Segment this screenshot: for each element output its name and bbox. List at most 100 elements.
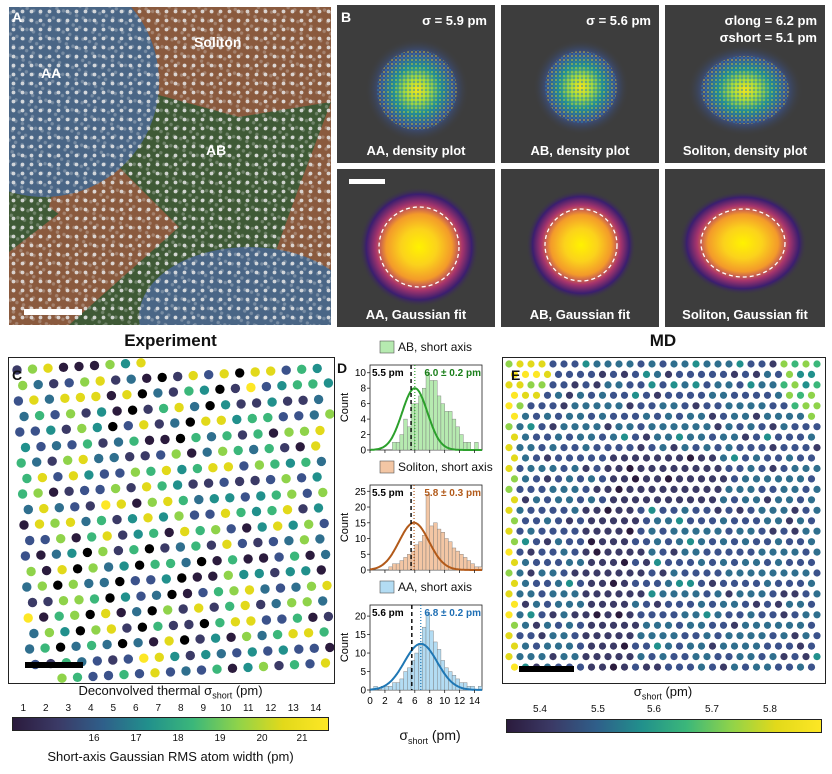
md-atom-dot	[505, 402, 513, 410]
md-atom-dot	[527, 653, 535, 661]
experiment-atom-dot	[129, 436, 139, 446]
experiment-atom-dot	[318, 487, 328, 498]
md-atom-dot	[598, 475, 607, 483]
md-atom-dot	[692, 485, 700, 493]
experiment-atom-dot	[256, 599, 266, 610]
md-atom-dot	[593, 611, 601, 619]
md-atom-dot	[774, 454, 783, 462]
experiment-atom-dot	[306, 581, 317, 591]
md-atom-dot	[747, 590, 755, 598]
md-atom-dot	[576, 642, 585, 650]
experiment-atom-dot	[277, 614, 287, 624]
md-atom-dot	[582, 611, 590, 619]
md-atom-dot	[587, 454, 596, 462]
md-atom-dot	[714, 611, 722, 619]
md-atom-dot	[708, 663, 717, 671]
experiment-colorbar-top-tick: 10	[220, 703, 232, 714]
md-atom-dot	[631, 475, 640, 483]
md-atom-dot	[714, 485, 722, 493]
experiment-atom-dot	[36, 550, 46, 560]
md-atom-dot	[604, 548, 612, 556]
experiment-atom-dot	[181, 557, 191, 568]
md-atom-dot	[675, 538, 684, 546]
experiment-atom-dot	[301, 566, 311, 576]
experiment-atom-dot	[287, 598, 297, 608]
experiment-atom-dot	[123, 421, 133, 431]
histogram-annotation-left: 5.5 pm	[372, 368, 404, 379]
md-atom-dot	[653, 391, 662, 399]
experiment-atom-dot	[302, 597, 312, 607]
gaussian-fit-soliton: Soliton, Gaussian fit	[665, 169, 825, 327]
md-atom-dot	[769, 506, 777, 514]
experiment-atom-dot	[144, 544, 155, 554]
md-atom-dot	[521, 370, 530, 378]
experiment-atom-dot	[99, 577, 110, 588]
histogram-xtick-label: 10	[439, 696, 451, 707]
md-atom-dot	[593, 590, 601, 598]
md-atom-dot	[725, 381, 733, 389]
experiment-atom-dot	[48, 487, 59, 497]
histogram-bar	[466, 560, 471, 571]
md-atom-dot	[598, 663, 607, 671]
md-atom-dot	[516, 590, 524, 598]
experiment-atom-dot	[305, 550, 315, 560]
md-atom-dot	[730, 412, 739, 420]
md-atom-dot	[719, 538, 728, 546]
md-atom-dot	[532, 621, 541, 629]
md-atom-dot	[576, 538, 585, 546]
experiment-atom-dot	[282, 396, 293, 406]
experiment-atom-dot	[292, 380, 303, 390]
density-plot-soliton: σlong = 6.2 pm σshort = 5.1 pm Soliton, …	[665, 5, 825, 163]
experiment-atom-dot	[268, 536, 279, 547]
experiment-atom-dot	[284, 536, 294, 546]
md-atom-dot	[692, 527, 700, 535]
experiment-atom-dot	[220, 400, 231, 410]
md-atom-dot	[521, 475, 530, 483]
experiment-atom-dot	[44, 627, 55, 638]
md-atom-dot	[582, 632, 590, 640]
histogram-ytick-label: 0	[360, 446, 366, 457]
md-atom-dot	[637, 611, 645, 619]
md-atom-dot	[653, 370, 662, 378]
md-atom-dot	[752, 579, 761, 587]
experiment-atom-dot	[160, 543, 170, 553]
md-atom-dot	[587, 663, 596, 671]
md-atom-dot	[692, 548, 700, 556]
md-atom-dot	[538, 548, 546, 556]
histogram-ylabel: Count	[339, 633, 351, 662]
md-atom-dot	[626, 402, 634, 410]
experiment-atom-dot	[323, 611, 334, 622]
md-atom-dot	[571, 402, 579, 410]
md-atom-dot	[686, 391, 695, 399]
experiment-atom-dot	[13, 396, 24, 406]
md-atom-dot	[791, 423, 799, 431]
histogram-ylabel: Count	[339, 513, 351, 542]
md-atom-dot	[730, 454, 739, 462]
experiment-atom-dot	[211, 525, 221, 535]
md-atom-dot	[516, 506, 524, 514]
md-atom-dot	[510, 642, 519, 650]
md-atom-dot	[532, 517, 541, 525]
md-atom-dot	[714, 506, 722, 514]
md-atom-dot	[670, 548, 678, 556]
md-atom-dot	[653, 433, 662, 441]
md-atom-dot	[604, 653, 612, 661]
md-atom-dot	[769, 527, 777, 535]
experiment-atom-dot	[98, 438, 108, 448]
md-atom-dot	[664, 475, 673, 483]
md-atom-dot	[631, 454, 640, 462]
md-atom-dot	[538, 506, 546, 514]
md-atom-dot	[637, 548, 645, 556]
md-atom-dot	[769, 464, 777, 473]
md-atom-dot	[626, 590, 634, 598]
experiment-atom-dot	[312, 472, 322, 482]
md-atom-dot	[807, 663, 816, 671]
md-atom-dot	[648, 590, 656, 598]
md-atom-dot	[785, 475, 794, 483]
md-atom-dot	[554, 642, 563, 650]
md-atom-dot	[664, 642, 673, 650]
md-atom-dot	[604, 444, 612, 452]
md-atom-dot	[538, 611, 546, 619]
md-atom-dot	[692, 590, 700, 598]
md-atom-dot	[532, 538, 541, 546]
